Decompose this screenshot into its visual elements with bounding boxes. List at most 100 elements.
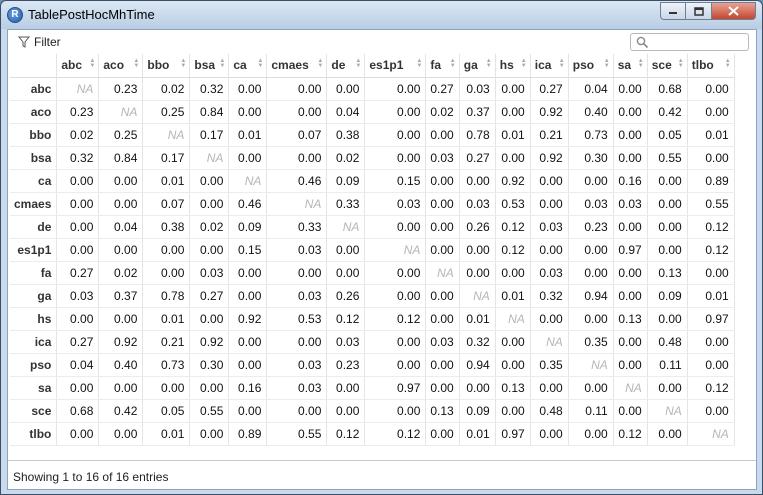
- table-header: abc ▲ ▼ aco ▲ ▼ bbo ▲ ▼ bsa ▲ ▼ ca ▲ ▼ cmaes ▲ ▼ de ▲ ▼ es1p1…: [10, 54, 735, 78]
- table-cell: 0.92: [189, 330, 230, 354]
- column-header-bsa[interactable]: bsa ▲ ▼: [189, 54, 230, 78]
- sort-icon[interactable]: ▲ ▼: [317, 58, 324, 69]
- row-header: pso: [10, 353, 58, 377]
- column-header-label: tlbo: [691, 58, 714, 73]
- table-cell: NA: [530, 330, 569, 354]
- table-cell: 0.55: [687, 192, 735, 216]
- table-cell: 0.23: [98, 77, 144, 101]
- table-cell: 0.00: [98, 422, 144, 446]
- table-cell: 0.00: [459, 238, 496, 262]
- column-header-ca[interactable]: ca ▲ ▼: [228, 54, 268, 78]
- column-header-ica[interactable]: ica ▲ ▼: [530, 54, 569, 78]
- column-header-sa[interactable]: sa ▲ ▼: [613, 54, 648, 78]
- column-header-de[interactable]: de ▲ ▼: [326, 54, 366, 78]
- sort-icon[interactable]: ▲ ▼: [416, 58, 423, 69]
- table-row[interactable]: cmaes 0.00 0.00 0.07 0.00 0.46 NA 0.33 0.03 0.00 0…: [10, 192, 735, 216]
- row-header: sa: [10, 376, 58, 400]
- table-row[interactable]: hs 0.00 0.00 0.01 0.00 0.92 0.53 0.12 0.12 0.00 0.…: [10, 307, 735, 331]
- table-cell: 0.30: [189, 353, 230, 377]
- column-header-tlbo[interactable]: tlbo ▲ ▼: [687, 54, 735, 78]
- table-cell: 0.00: [647, 422, 688, 446]
- table-cell: 0.12: [687, 215, 735, 239]
- table-row[interactable]: tlbo 0.00 0.00 0.01 0.00 0.89 0.55 0.12 0.12 0.00…: [10, 422, 735, 446]
- table-row[interactable]: es1p1 0.00 0.00 0.00 0.00 0.15 0.03 0.00 NA 0.00 0…: [10, 238, 735, 262]
- column-header-bbo[interactable]: bbo ▲ ▼: [142, 54, 191, 78]
- table-cell: 0.37: [459, 100, 496, 124]
- table-cell: 0.00: [568, 261, 614, 285]
- table-cell: 0.00: [189, 192, 230, 216]
- sort-icon[interactable]: ▲ ▼: [89, 58, 96, 69]
- table-cell: 0.01: [142, 422, 191, 446]
- table-cell: 0.97: [687, 307, 735, 331]
- column-header-es1p1[interactable]: es1p1 ▲ ▼: [364, 54, 427, 78]
- table-row[interactable]: bbo 0.02 0.25 NA 0.17 0.01 0.07 0.38 0.00 0.00 0.7…: [10, 123, 735, 147]
- table-row[interactable]: aco 0.23 NA 0.25 0.84 0.00 0.00 0.04 0.00 0.02 0.3…: [10, 100, 735, 124]
- sort-icon[interactable]: ▲ ▼: [603, 58, 610, 69]
- table-cell: 0.89: [687, 169, 735, 193]
- sort-icon[interactable]: ▲ ▼: [180, 58, 187, 69]
- table-row[interactable]: fa 0.27 0.02 0.00 0.03 0.00 0.00 0.00 0.00 NA 0.00…: [10, 261, 735, 285]
- close-button[interactable]: [712, 2, 756, 20]
- column-header-label: bsa: [194, 58, 216, 73]
- column-header-abc[interactable]: abc ▲ ▼: [56, 54, 100, 78]
- search-box[interactable]: [630, 33, 749, 51]
- column-header-fa[interactable]: fa ▲ ▼: [425, 54, 460, 78]
- sort-icon[interactable]: ▲ ▼: [257, 58, 264, 69]
- table-cell: 0.26: [459, 215, 496, 239]
- sort-icon[interactable]: ▲ ▼: [133, 58, 140, 69]
- sort-icon[interactable]: ▲ ▼: [677, 58, 684, 69]
- table-row[interactable]: ga 0.03 0.37 0.78 0.27 0.00 0.03 0.26 0.00 0.00 NA…: [10, 284, 735, 308]
- column-header-label: fa: [430, 58, 442, 73]
- title-bar[interactable]: R TablePostHocMhTime: [1, 1, 762, 29]
- table-cell: 0.16: [613, 169, 648, 193]
- maximize-button[interactable]: [686, 2, 712, 20]
- column-header-rowname[interactable]: [10, 54, 58, 78]
- table-cell: 0.00: [364, 399, 427, 423]
- sort-icon[interactable]: ▲ ▼: [637, 58, 644, 69]
- minimize-button[interactable]: [660, 2, 686, 20]
- table-row[interactable]: bsa 0.32 0.84 0.17 NA 0.00 0.00 0.02 0.00 0.03 0.2…: [10, 146, 735, 170]
- table-row[interactable]: ica 0.27 0.92 0.21 0.92 0.00 0.00 0.03 0.00 0.03 0…: [10, 330, 735, 354]
- r-app-icon: R: [7, 7, 23, 23]
- column-header-sce[interactable]: sce ▲ ▼: [647, 54, 688, 78]
- table-cell: 0.00: [425, 192, 460, 216]
- table-cell: 0.00: [142, 238, 191, 262]
- table-cell: 0.00: [326, 261, 366, 285]
- sort-icon[interactable]: ▲ ▼: [724, 58, 731, 69]
- sort-icon[interactable]: ▲ ▼: [558, 58, 565, 69]
- sort-icon[interactable]: ▲ ▼: [449, 58, 456, 69]
- column-header-pso[interactable]: pso ▲ ▼: [568, 54, 614, 78]
- column-header-ga[interactable]: ga ▲ ▼: [459, 54, 496, 78]
- table-row[interactable]: abc NA 0.23 0.02 0.32 0.00 0.00 0.00 0.00 0.27 0.0…: [10, 77, 735, 101]
- column-header-label: es1p1: [369, 58, 404, 73]
- table-cell: 0.12: [495, 215, 531, 239]
- sort-icon[interactable]: ▲ ▼: [520, 58, 527, 69]
- table-row[interactable]: pso 0.04 0.40 0.73 0.30 0.00 0.03 0.23 0.00 0.00 0…: [10, 353, 735, 377]
- table-row[interactable]: ca 0.00 0.00 0.01 0.00 NA 0.46 0.09 0.15 0.00 0.00…: [10, 169, 735, 193]
- filter-button[interactable]: Filter: [18, 35, 61, 49]
- table-cell: 0.00: [613, 123, 648, 147]
- column-header-aco[interactable]: aco ▲ ▼: [98, 54, 144, 78]
- table-cell: 0.03: [266, 238, 328, 262]
- table-cell: 0.00: [98, 169, 144, 193]
- table-row[interactable]: sce 0.68 0.42 0.05 0.55 0.00 0.00 0.00 0.00 0.13 0…: [10, 399, 735, 423]
- sort-icon[interactable]: ▲ ▼: [485, 58, 492, 69]
- table-cell: 0.27: [189, 284, 230, 308]
- table-cell: 0.00: [425, 123, 460, 147]
- table-cell: 0.00: [687, 100, 735, 124]
- table-cell: 0.00: [530, 307, 569, 331]
- sort-icon[interactable]: ▲ ▼: [355, 58, 362, 69]
- table-cell: 0.73: [568, 123, 614, 147]
- table-cell: 0.92: [98, 330, 144, 354]
- column-header-cmaes[interactable]: cmaes ▲ ▼: [266, 54, 328, 78]
- table-cell: 0.00: [613, 77, 648, 101]
- table-cell: 0.00: [364, 146, 427, 170]
- table-cell: 0.02: [56, 123, 100, 147]
- column-header-hs[interactable]: hs ▲ ▼: [495, 54, 531, 78]
- table-row[interactable]: sa 0.00 0.00 0.00 0.00 0.16 0.03 0.00 0.97 0.00 0.…: [10, 376, 735, 400]
- table-cell: 0.00: [687, 330, 735, 354]
- search-input[interactable]: [651, 35, 746, 49]
- sort-icon[interactable]: ▲ ▼: [219, 58, 226, 69]
- table-row[interactable]: de 0.00 0.04 0.38 0.02 0.09 0.33 NA 0.00 0.00 0.26…: [10, 215, 735, 239]
- row-header: aco: [10, 100, 58, 124]
